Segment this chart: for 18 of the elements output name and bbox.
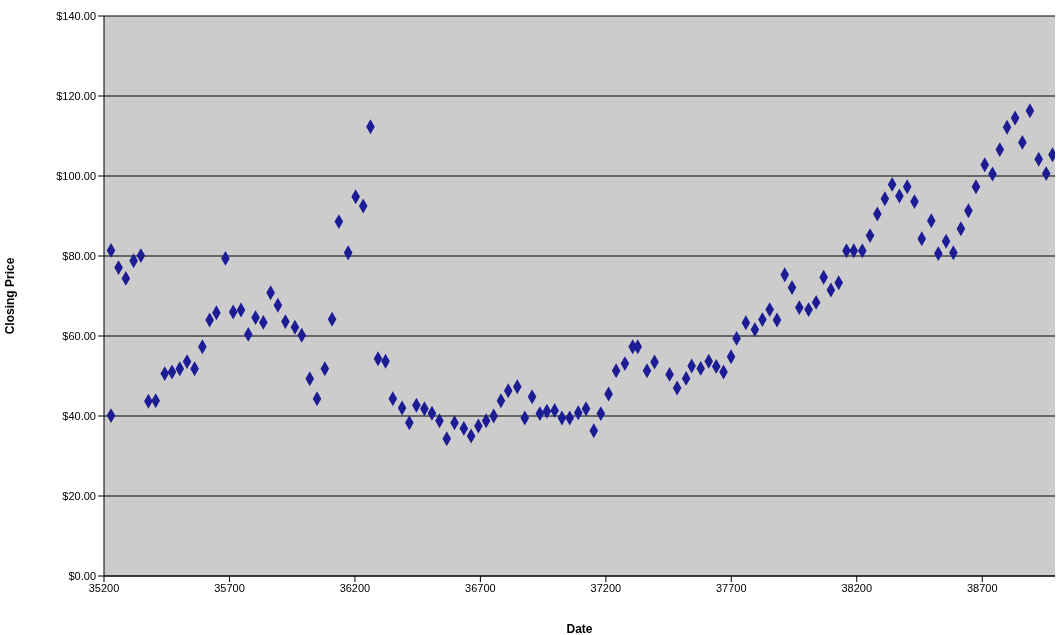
x-tick-label: 37700	[716, 581, 747, 594]
x-tick-label: 35200	[88, 581, 120, 594]
y-tick-label: $40.00	[62, 409, 96, 422]
y-axis-title: Closing Price	[3, 257, 18, 335]
x-tick-label: 37200	[590, 581, 622, 594]
y-tick-label: $140.00	[56, 9, 96, 22]
x-tick-label: 35700	[214, 581, 245, 594]
x-tick-label: 36700	[465, 581, 496, 594]
y-tick-label: $100.00	[56, 169, 96, 182]
y-tick-label: $60.00	[62, 329, 96, 342]
x-tick-label: 38200	[841, 581, 873, 594]
y-tick-label: $0.00	[68, 569, 96, 582]
x-tick-label: 36200	[339, 581, 371, 594]
y-tick-label: $20.00	[62, 489, 96, 502]
x-tick-label: 38700	[966, 581, 998, 594]
x-axis-title: Date	[566, 622, 593, 635]
y-tick-label: $80.00	[62, 249, 96, 262]
y-tick-label: $120.00	[56, 89, 96, 102]
